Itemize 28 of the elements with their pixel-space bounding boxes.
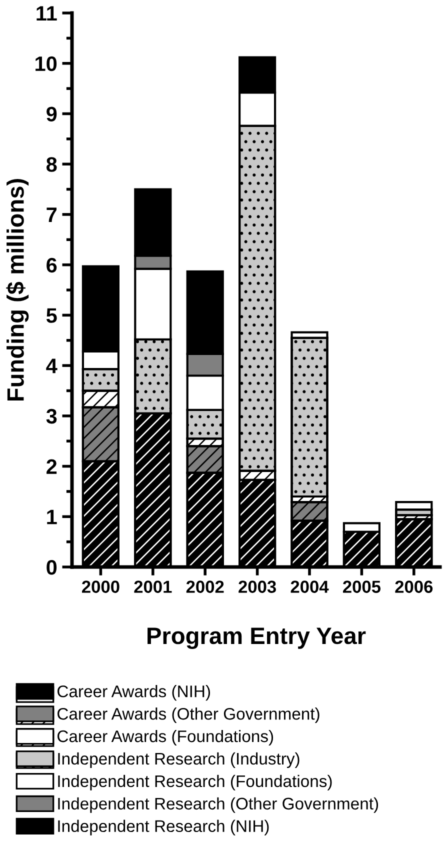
y-tick-label: 4 <box>46 358 58 374</box>
y-tick-label: 5 <box>46 308 57 323</box>
legend-label: Independent Research (Industry) <box>58 752 300 768</box>
legend-label: Career Awards (NIH) <box>58 685 210 701</box>
x-axis-title: Program Entry Year <box>148 628 366 649</box>
y-tick-label: 7 <box>46 208 56 222</box>
legend-label: Independent Research (Foundations) <box>58 774 332 790</box>
legend-label: Career Awards (Foundations) <box>58 730 274 746</box>
y-axis-title: Funding ($ millions) <box>6 179 29 401</box>
legend-label: Independent Research (Other Government) <box>58 797 378 813</box>
y-tick-label: 10 <box>36 56 57 72</box>
y-tick-label: 1 <box>47 510 57 524</box>
y-tick-label: 8 <box>46 157 57 172</box>
y-tick-label: 0 <box>46 560 57 575</box>
x-tick-label: 2004 <box>290 580 329 593</box>
x-tick-label: 2006 <box>395 580 433 593</box>
x-tick-label: 2003 <box>238 580 276 593</box>
y-tick-label: 3 <box>46 408 57 424</box>
y-tick-label: 2 <box>46 459 57 474</box>
legend-label: Independent Research (NIH) <box>58 820 269 836</box>
x-tick-label: 2002 <box>186 580 224 593</box>
y-tick-label: 11 <box>36 6 57 21</box>
x-tick-label: 2001 <box>134 580 172 593</box>
legend-label: Career Awards (Other Government) <box>58 708 320 724</box>
x-tick-label: 2005 <box>342 580 381 593</box>
y-tick-label: 6 <box>46 258 57 273</box>
x-tick-label: 2000 <box>82 580 120 593</box>
y-tick-label: 9 <box>46 106 57 122</box>
